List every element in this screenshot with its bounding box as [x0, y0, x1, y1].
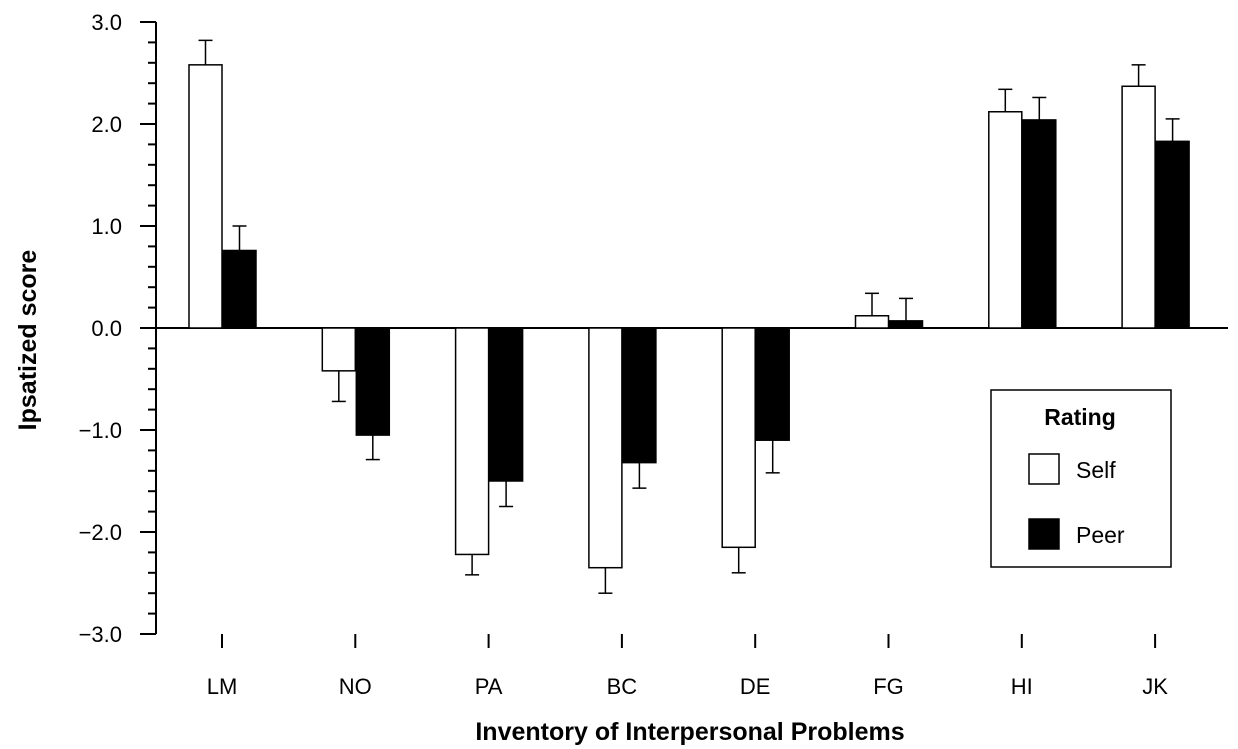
legend-swatch-peer — [1028, 518, 1060, 550]
x-tick-label: HI — [1011, 674, 1033, 699]
y-tick-label: 1.0 — [91, 214, 122, 239]
y-tick-label: −1.0 — [79, 418, 122, 443]
y-axis-title: Ipsatized score — [14, 250, 42, 431]
x-axis-title: Inventory of Interpersonal Problems — [475, 718, 904, 746]
x-tick-label: BC — [607, 674, 638, 699]
y-axis: 3.0 2.0 1.0 0.0 −1.0 −2.0 −3.0 — [79, 10, 157, 647]
y-tick-label: −3.0 — [79, 622, 122, 647]
bar-self-jk — [1121, 85, 1156, 329]
legend: Rating Self Peer — [990, 389, 1172, 568]
bar-self-no — [321, 327, 357, 372]
legend-box — [990, 389, 1172, 568]
bar-peer-lm — [222, 249, 257, 329]
bar-self-bc — [588, 327, 623, 569]
y-tick-label: 2.0 — [91, 112, 122, 137]
x-tick-label: JK — [1142, 674, 1168, 699]
x-tick-label: NO — [339, 674, 372, 699]
bar-self-hi — [988, 111, 1023, 329]
legend-label-self: Self — [1076, 457, 1116, 483]
bar-self-lm — [188, 64, 223, 329]
x-tick-label: FG — [873, 674, 904, 699]
bar-self-de — [721, 327, 756, 549]
bars — [188, 39, 1190, 594]
bar-peer-pa — [488, 327, 524, 482]
bar-peer-fg — [888, 320, 924, 329]
legend-label-peer: Peer — [1076, 522, 1125, 548]
bar-peer-jk — [1155, 140, 1190, 329]
x-tick-label: PA — [475, 674, 503, 699]
y-tick-label: −2.0 — [79, 520, 122, 545]
bar-peer-no — [355, 327, 391, 436]
bar-self-pa — [454, 327, 490, 556]
legend-swatch-self — [1028, 453, 1060, 485]
bar-peer-bc — [622, 327, 657, 464]
x-tick-label: DE — [740, 674, 771, 699]
x-tick-label: LM — [207, 674, 238, 699]
bar-peer-de — [755, 327, 790, 441]
y-tick-label: 3.0 — [91, 10, 122, 35]
bar-peer-hi — [1022, 119, 1057, 329]
y-tick-label: 0.0 — [91, 316, 122, 341]
legend-title: Rating — [1044, 404, 1116, 430]
bar-self-fg — [854, 315, 890, 329]
